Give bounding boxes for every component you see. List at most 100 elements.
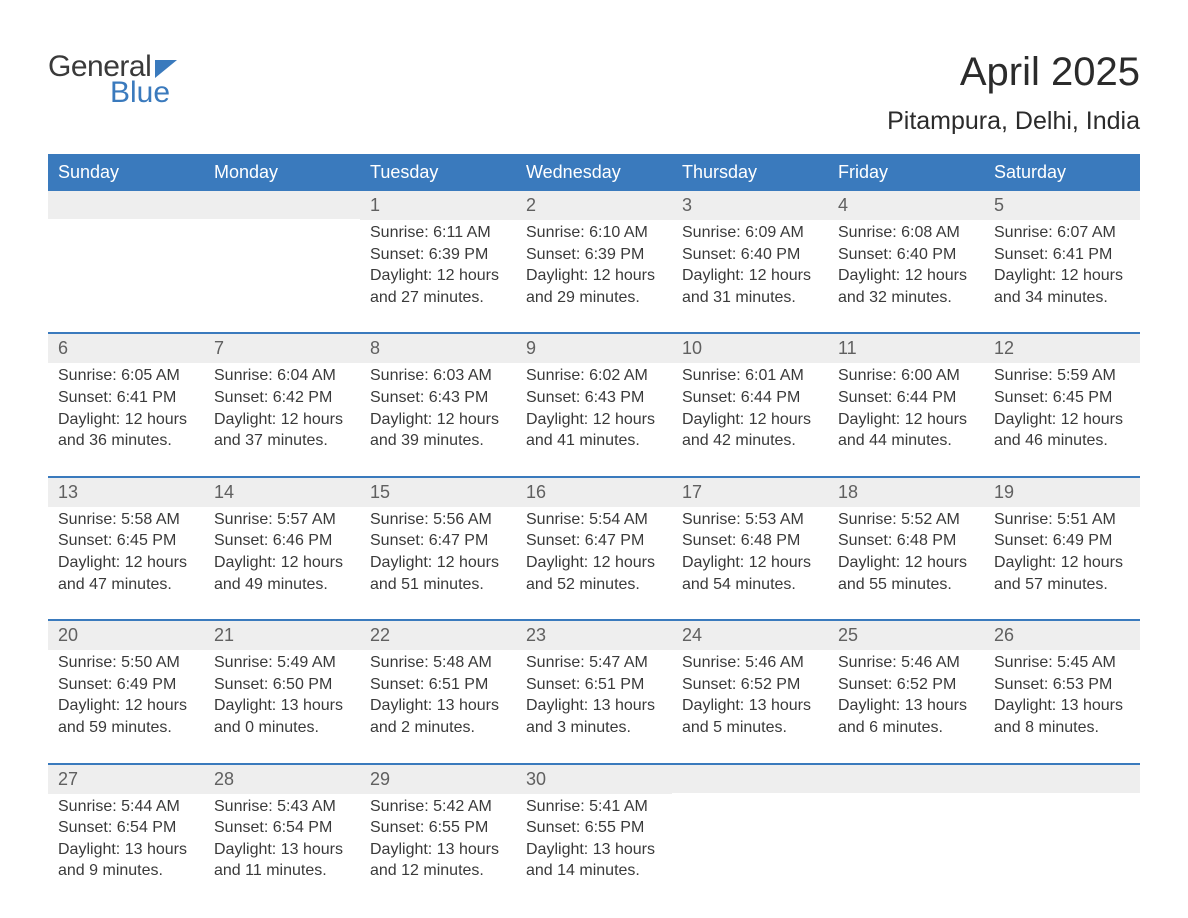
sunrise-line: Sunrise: 6:01 AM bbox=[682, 365, 818, 387]
daylight-line-1: Daylight: 12 hours bbox=[58, 695, 194, 717]
day-number: 24 bbox=[672, 621, 828, 650]
cell-body: Sunrise: 6:07 AMSunset: 6:41 PMDaylight:… bbox=[984, 220, 1140, 308]
sunrise-line: Sunrise: 5:47 AM bbox=[526, 652, 662, 674]
day-name: Saturday bbox=[984, 154, 1140, 191]
daylight-line-1: Daylight: 13 hours bbox=[370, 839, 506, 861]
calendar-cell: 30Sunrise: 5:41 AMSunset: 6:55 PMDayligh… bbox=[516, 765, 672, 888]
daylight-line-1: Daylight: 13 hours bbox=[214, 695, 350, 717]
daylight-line-2: and 5 minutes. bbox=[682, 717, 818, 739]
sunrise-line: Sunrise: 6:04 AM bbox=[214, 365, 350, 387]
sunset-line: Sunset: 6:40 PM bbox=[682, 244, 818, 266]
day-name: Sunday bbox=[48, 154, 204, 191]
day-name: Wednesday bbox=[516, 154, 672, 191]
daylight-line-2: and 41 minutes. bbox=[526, 430, 662, 452]
daylight-line-1: Daylight: 12 hours bbox=[994, 265, 1130, 287]
cell-body: Sunrise: 5:46 AMSunset: 6:52 PMDaylight:… bbox=[828, 650, 984, 738]
calendar-cell: 18Sunrise: 5:52 AMSunset: 6:48 PMDayligh… bbox=[828, 478, 984, 601]
sunset-line: Sunset: 6:49 PM bbox=[58, 674, 194, 696]
calendar-cell: 2Sunrise: 6:10 AMSunset: 6:39 PMDaylight… bbox=[516, 191, 672, 314]
day-number: 25 bbox=[828, 621, 984, 650]
daylight-line-2: and 42 minutes. bbox=[682, 430, 818, 452]
calendar-cell: 11Sunrise: 6:00 AMSunset: 6:44 PMDayligh… bbox=[828, 334, 984, 457]
sunset-line: Sunset: 6:45 PM bbox=[58, 530, 194, 552]
day-name: Friday bbox=[828, 154, 984, 191]
daylight-line-1: Daylight: 12 hours bbox=[58, 552, 194, 574]
daylight-line-2: and 27 minutes. bbox=[370, 287, 506, 309]
daylight-line-1: Daylight: 12 hours bbox=[682, 552, 818, 574]
sunset-line: Sunset: 6:49 PM bbox=[994, 530, 1130, 552]
cell-body: Sunrise: 6:00 AMSunset: 6:44 PMDaylight:… bbox=[828, 363, 984, 451]
day-number: 15 bbox=[360, 478, 516, 507]
cell-body: Sunrise: 6:01 AMSunset: 6:44 PMDaylight:… bbox=[672, 363, 828, 451]
cell-body: Sunrise: 5:54 AMSunset: 6:47 PMDaylight:… bbox=[516, 507, 672, 595]
sunset-line: Sunset: 6:44 PM bbox=[682, 387, 818, 409]
day-number: 9 bbox=[516, 334, 672, 363]
cell-body: Sunrise: 5:50 AMSunset: 6:49 PMDaylight:… bbox=[48, 650, 204, 738]
calendar-cell: 21Sunrise: 5:49 AMSunset: 6:50 PMDayligh… bbox=[204, 621, 360, 744]
calendar-cell: 7Sunrise: 6:04 AMSunset: 6:42 PMDaylight… bbox=[204, 334, 360, 457]
sunrise-line: Sunrise: 5:57 AM bbox=[214, 509, 350, 531]
sunset-line: Sunset: 6:41 PM bbox=[58, 387, 194, 409]
calendar-cell: 14Sunrise: 5:57 AMSunset: 6:46 PMDayligh… bbox=[204, 478, 360, 601]
day-number: 18 bbox=[828, 478, 984, 507]
cell-body: Sunrise: 6:04 AMSunset: 6:42 PMDaylight:… bbox=[204, 363, 360, 451]
calendar-cell: 13Sunrise: 5:58 AMSunset: 6:45 PMDayligh… bbox=[48, 478, 204, 601]
calendar-cell bbox=[204, 191, 360, 314]
calendar-cell: 3Sunrise: 6:09 AMSunset: 6:40 PMDaylight… bbox=[672, 191, 828, 314]
week-row: 6Sunrise: 6:05 AMSunset: 6:41 PMDaylight… bbox=[48, 332, 1140, 457]
calendar-cell: 24Sunrise: 5:46 AMSunset: 6:52 PMDayligh… bbox=[672, 621, 828, 744]
sunset-line: Sunset: 6:48 PM bbox=[838, 530, 974, 552]
day-number bbox=[672, 765, 828, 793]
daylight-line-1: Daylight: 13 hours bbox=[526, 839, 662, 861]
sunset-line: Sunset: 6:40 PM bbox=[838, 244, 974, 266]
day-number: 3 bbox=[672, 191, 828, 220]
sunset-line: Sunset: 6:47 PM bbox=[526, 530, 662, 552]
daylight-line-1: Daylight: 12 hours bbox=[370, 409, 506, 431]
day-number bbox=[48, 191, 204, 219]
sunset-line: Sunset: 6:51 PM bbox=[526, 674, 662, 696]
sunrise-line: Sunrise: 5:44 AM bbox=[58, 796, 194, 818]
sunset-line: Sunset: 6:55 PM bbox=[526, 817, 662, 839]
daylight-line-1: Daylight: 12 hours bbox=[526, 552, 662, 574]
cell-body: Sunrise: 5:49 AMSunset: 6:50 PMDaylight:… bbox=[204, 650, 360, 738]
cell-body: Sunrise: 5:58 AMSunset: 6:45 PMDaylight:… bbox=[48, 507, 204, 595]
cell-body: Sunrise: 5:42 AMSunset: 6:55 PMDaylight:… bbox=[360, 794, 516, 882]
sunrise-line: Sunrise: 5:59 AM bbox=[994, 365, 1130, 387]
sunset-line: Sunset: 6:47 PM bbox=[370, 530, 506, 552]
day-number: 1 bbox=[360, 191, 516, 220]
sunset-line: Sunset: 6:48 PM bbox=[682, 530, 818, 552]
daylight-line-2: and 36 minutes. bbox=[58, 430, 194, 452]
calendar: SundayMondayTuesdayWednesdayThursdayFrid… bbox=[48, 154, 1140, 888]
day-name: Thursday bbox=[672, 154, 828, 191]
sunset-line: Sunset: 6:44 PM bbox=[838, 387, 974, 409]
calendar-cell: 1Sunrise: 6:11 AMSunset: 6:39 PMDaylight… bbox=[360, 191, 516, 314]
daylight-line-2: and 0 minutes. bbox=[214, 717, 350, 739]
daylight-line-2: and 37 minutes. bbox=[214, 430, 350, 452]
daylight-line-2: and 49 minutes. bbox=[214, 574, 350, 596]
sunrise-line: Sunrise: 5:52 AM bbox=[838, 509, 974, 531]
cell-body: Sunrise: 6:05 AMSunset: 6:41 PMDaylight:… bbox=[48, 363, 204, 451]
calendar-cell: 15Sunrise: 5:56 AMSunset: 6:47 PMDayligh… bbox=[360, 478, 516, 601]
day-number: 4 bbox=[828, 191, 984, 220]
calendar-cell: 28Sunrise: 5:43 AMSunset: 6:54 PMDayligh… bbox=[204, 765, 360, 888]
day-number: 23 bbox=[516, 621, 672, 650]
sunrise-line: Sunrise: 6:11 AM bbox=[370, 222, 506, 244]
sunset-line: Sunset: 6:41 PM bbox=[994, 244, 1130, 266]
sunset-line: Sunset: 6:43 PM bbox=[370, 387, 506, 409]
sunrise-line: Sunrise: 5:43 AM bbox=[214, 796, 350, 818]
daylight-line-1: Daylight: 12 hours bbox=[838, 409, 974, 431]
day-number: 16 bbox=[516, 478, 672, 507]
sunset-line: Sunset: 6:51 PM bbox=[370, 674, 506, 696]
cell-body: Sunrise: 6:08 AMSunset: 6:40 PMDaylight:… bbox=[828, 220, 984, 308]
calendar-cell: 10Sunrise: 6:01 AMSunset: 6:44 PMDayligh… bbox=[672, 334, 828, 457]
daylight-line-2: and 6 minutes. bbox=[838, 717, 974, 739]
daylight-line-1: Daylight: 13 hours bbox=[58, 839, 194, 861]
daylight-line-2: and 52 minutes. bbox=[526, 574, 662, 596]
sunrise-line: Sunrise: 5:50 AM bbox=[58, 652, 194, 674]
cell-body: Sunrise: 5:59 AMSunset: 6:45 PMDaylight:… bbox=[984, 363, 1140, 451]
sunset-line: Sunset: 6:43 PM bbox=[526, 387, 662, 409]
calendar-cell: 20Sunrise: 5:50 AMSunset: 6:49 PMDayligh… bbox=[48, 621, 204, 744]
day-number: 8 bbox=[360, 334, 516, 363]
calendar-cell: 26Sunrise: 5:45 AMSunset: 6:53 PMDayligh… bbox=[984, 621, 1140, 744]
day-number: 5 bbox=[984, 191, 1140, 220]
